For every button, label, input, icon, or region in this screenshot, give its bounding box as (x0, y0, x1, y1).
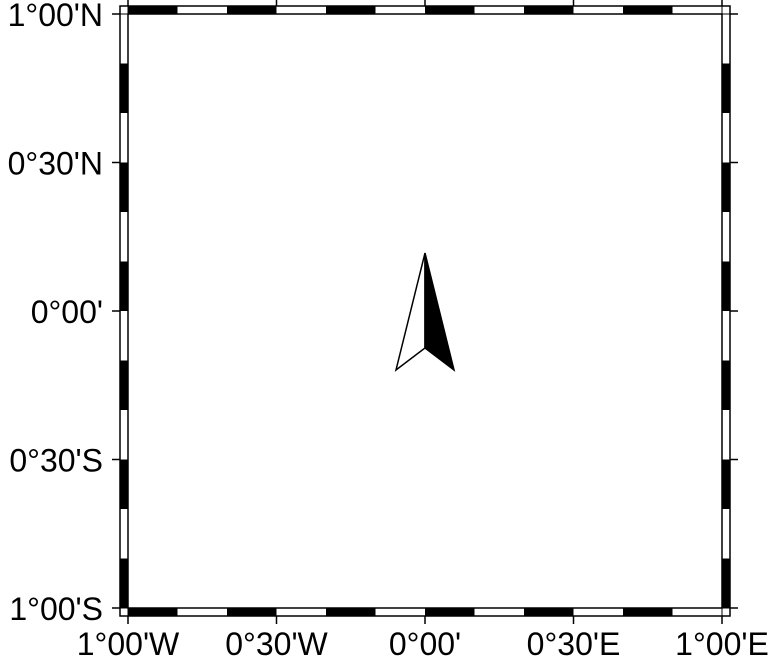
frame-segment-left (120, 410, 128, 460)
x-tick-label: 0°30'E (527, 626, 621, 659)
frame-corner (119, 607, 129, 617)
y-tick-label: 0°30'S (9, 443, 103, 479)
frame-segment-left (120, 311, 128, 361)
frame-segment-bottom (524, 608, 574, 616)
frame-segment-bottom (425, 608, 475, 616)
frame-segment-right (722, 261, 730, 312)
frame-segment-bottom (375, 608, 426, 616)
x-tick-label: 1°00'E (675, 626, 769, 659)
frame-segment-left (120, 63, 128, 114)
north-arrow-right-half (424, 252, 456, 372)
frame-segment-top (672, 6, 723, 14)
frame-segment-left (120, 261, 128, 312)
tick-labels: 1°00'W 0°30'W 0°00' 0°30'E 1°00'E 1°00'N 0°30'… (8, 0, 769, 659)
y-tick-label: 0°30'N (8, 146, 103, 182)
frame-segment-bottom (573, 608, 624, 616)
x-tick-label: 0°30'W (225, 626, 328, 659)
frame-segment-top (227, 6, 277, 14)
y-tick-label: 1°00'S (9, 591, 103, 627)
frame-corner (721, 5, 731, 15)
frame-segment-bottom (276, 608, 327, 616)
frame-segment-right (722, 311, 730, 361)
frame-segment-top (623, 6, 673, 14)
frame-segment-left (120, 14, 128, 64)
frame-segment-top (128, 6, 178, 14)
frame-segment-top (375, 6, 426, 14)
frame-segment-right (722, 459, 730, 510)
north-arrow-icon (394, 252, 456, 372)
frame-segment-top (474, 6, 525, 14)
frame-inner-outline (127, 13, 723, 609)
frame-segment-bottom (474, 608, 525, 616)
frame-corner (721, 607, 731, 617)
frame-segment-right (722, 14, 730, 64)
frame-segment-top (524, 6, 574, 14)
frame-segment-bottom (128, 608, 178, 616)
frame-segment-left (120, 360, 128, 411)
frame-segment-top (425, 6, 475, 14)
frame-segment-bottom (326, 608, 376, 616)
frame-segment-left (120, 113, 128, 163)
frame-segment-left (120, 509, 128, 559)
y-tick-label: 1°00'N (8, 0, 103, 33)
frame-segment-right (722, 63, 730, 114)
frame-segment-right (722, 360, 730, 411)
frame-segment-right (722, 162, 730, 213)
frame-segment-bottom (623, 608, 673, 616)
frame-segment-left (120, 212, 128, 262)
tick-marks (112, 0, 738, 624)
frame-segment-top (573, 6, 624, 14)
frame-segment-top (276, 6, 327, 14)
y-tick-label: 0°00' (31, 294, 103, 330)
x-tick-label: 0°00' (389, 626, 461, 659)
frame-segment-right (722, 558, 730, 609)
x-tick-label: 1°00'W (77, 626, 180, 659)
frame-segment-bottom (177, 608, 228, 616)
frame-segment-bottom (672, 608, 723, 616)
frame-segment-left (120, 459, 128, 510)
frame-segment-top (326, 6, 376, 14)
frame-segment-right (722, 212, 730, 262)
frame-segment-top (177, 6, 228, 14)
frame-segment-right (722, 113, 730, 163)
frame-segment-bottom (227, 608, 277, 616)
frame-segment-right (722, 509, 730, 559)
frame-segment-left (120, 558, 128, 609)
frame-segment-left (120, 162, 128, 213)
frame-segment-right (722, 410, 730, 460)
frame-corner (119, 5, 129, 15)
